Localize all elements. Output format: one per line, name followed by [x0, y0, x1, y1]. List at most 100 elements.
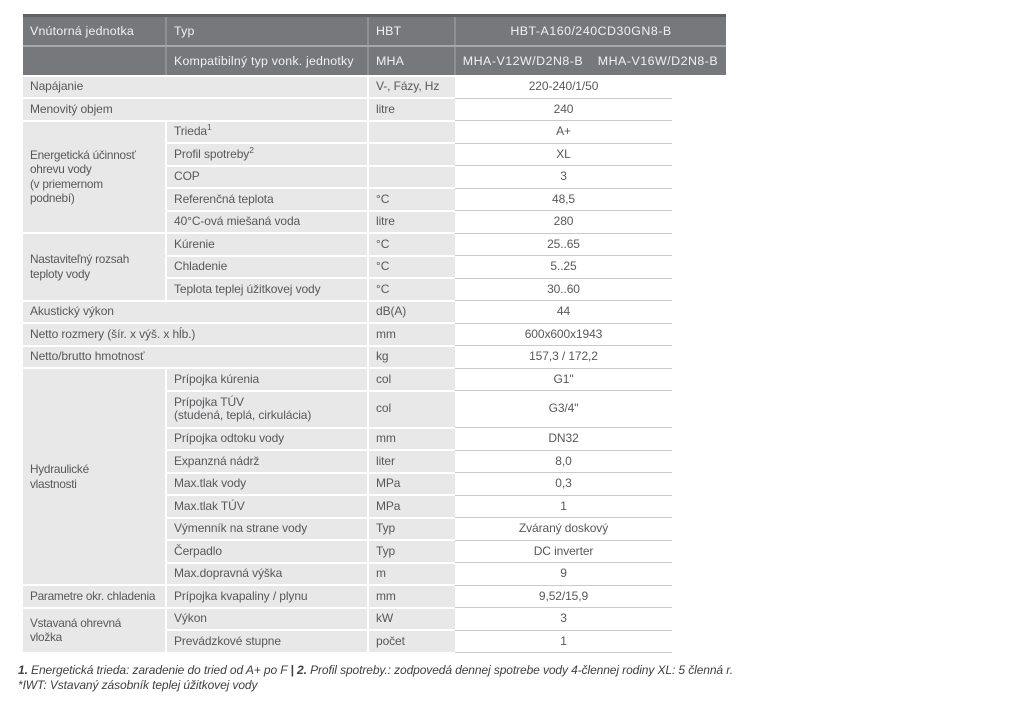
- header-outdoor-model-v16: MHA-V16W/D2N8-B: [590, 45, 726, 77]
- label-cell: Akustický výkon: [23, 300, 368, 324]
- value-cell: G1": [455, 368, 672, 391]
- table-row: Napájanie V-, Fázy, Hz 220-240/1/50: [23, 75, 726, 99]
- unit-cell: [367, 165, 455, 189]
- label-cell: Teplota teplej úžitkovej vody: [165, 278, 368, 302]
- footnote-1: 1. Energetická trieda: zaradenie do trie…: [18, 663, 998, 678]
- value-cell: 157,3 / 172,2: [455, 345, 672, 369]
- table-row: Referenčná teplota °C 48,5: [23, 188, 726, 212]
- value-cell: 9: [455, 562, 672, 586]
- unit-cell: col: [367, 368, 455, 392]
- unit-cell: mm: [367, 323, 455, 347]
- unit-cell: počet: [367, 630, 455, 654]
- label-cell: Čerpadlo: [165, 540, 368, 564]
- unit-cell: °C: [367, 278, 455, 302]
- label-cell: Trieda1: [165, 120, 368, 144]
- table-row: Nastaviteľný rozsah teploty vody Kúrenie °C…: [23, 233, 726, 302]
- value-cell: 8,0: [455, 450, 672, 473]
- label-cell: Expanzná nádrž: [165, 450, 368, 474]
- spacer-cell: [672, 428, 726, 451]
- footnote-1-num: 1.: [18, 663, 28, 677]
- group-cell: Nastaviteľný rozsah teploty vody: [23, 233, 166, 302]
- value-cell: 5..25: [455, 255, 672, 279]
- value-cell: 600x600x1943: [455, 323, 672, 346]
- table-row: Max.tlak TÚV MPa 1: [23, 495, 726, 519]
- label-cell: Netto rozmery (šír. x výš. x hĺb.): [23, 323, 368, 347]
- table-row: 40°C-ová miešaná voda litre 280: [23, 210, 726, 234]
- header-compat-label: Kompatibilný typ vonk. jednotky: [165, 45, 368, 77]
- label-cell: 40°C-ová miešaná voda: [165, 210, 368, 234]
- header-empty-cell: [23, 45, 166, 77]
- value-cell: DN32: [455, 427, 672, 451]
- label-cell: Max.tlak TÚV: [165, 495, 368, 519]
- spacer-cell: [672, 188, 726, 211]
- spacer-cell: [672, 391, 726, 428]
- header-hbt-prefix: HBT: [367, 14, 455, 47]
- label-cell: Kúrenie: [165, 233, 368, 257]
- value-cell: 280: [455, 210, 672, 234]
- header-type-label: Typ: [165, 14, 368, 47]
- table-row: Expanzná nádrž liter 8,0: [23, 450, 726, 474]
- spacer-cell: [672, 256, 726, 279]
- unit-cell: liter: [367, 450, 455, 474]
- footnote-separator: |: [290, 663, 294, 677]
- table-row: Prípojka TÚV (studená, teplá, cirkulácia)…: [23, 390, 726, 429]
- spec-table: Vnútorná jednotka Typ HBT HBT-A160/240CD…: [23, 14, 726, 654]
- unit-cell: litre: [367, 98, 455, 122]
- unit-cell: m: [367, 562, 455, 586]
- value-cell: 1: [455, 495, 672, 518]
- unit-cell: dB(A): [367, 300, 455, 324]
- unit-cell: °C: [367, 233, 455, 257]
- footnote-1-text: Energetická trieda: zaradenie do tried o…: [31, 663, 288, 677]
- header-indoor-unit-label: Vnútorná jednotka: [23, 14, 166, 47]
- label-cell: COP: [165, 165, 368, 189]
- label-cell: Prípojka kúrenia: [165, 368, 368, 392]
- value-cell: 48,5: [455, 188, 672, 211]
- table-row: Netto rozmery (šír. x výš. x hĺb.) mm 600x…: [23, 323, 726, 347]
- table-row: Max.tlak vody MPa 0,3: [23, 472, 726, 496]
- spacer-cell: [672, 323, 726, 346]
- spacer-cell: [672, 495, 726, 518]
- group-cell: Vstavaná ohrevná vložka: [23, 607, 166, 654]
- value-cell: 240: [455, 98, 672, 121]
- table-row: Menovitý objem litre 240: [23, 98, 726, 122]
- unit-cell: V-, Fázy, Hz: [367, 75, 455, 99]
- unit-cell: [367, 120, 455, 144]
- value-cell: 25..65: [455, 233, 672, 256]
- spacer-cell: [672, 608, 726, 631]
- spacer-cell: [672, 346, 726, 369]
- table-row: Prevádzkové stupne počet 1: [23, 630, 726, 654]
- header-indoor-model: HBT-A160/240CD30GN8-B: [454, 14, 726, 47]
- value-cell: 1: [455, 630, 672, 653]
- spacer-cell: [672, 585, 726, 608]
- table-row: Profil spotreby2 XL: [23, 143, 726, 167]
- unit-cell: [367, 143, 455, 167]
- header-row-outdoor-unit: Kompatibilný typ vonk. jednotky MHA MHA-…: [23, 45, 726, 77]
- value-cell: Zváraný doskový: [455, 517, 672, 541]
- unit-cell: °C: [367, 255, 455, 279]
- table-row: Prípojka odtoku vody mm DN32: [23, 427, 726, 451]
- table-row: Netto/brutto hmotnosť kg 157,3 / 172,2: [23, 345, 726, 369]
- value-cell: 30..60: [455, 278, 672, 301]
- table-row: Výmenník na strane vody Typ Zváraný doskov…: [23, 517, 726, 541]
- table-row: COP 3: [23, 165, 726, 189]
- unit-cell: mm: [367, 585, 455, 609]
- spacer-cell: [672, 540, 726, 563]
- spacer-cell: [672, 211, 726, 234]
- table-row: Chladenie °C 5..25: [23, 255, 726, 279]
- unit-cell: MPa: [367, 495, 455, 519]
- footnote-iwt: *IWT: Vstavaný zásobník teplej úžitkovej…: [18, 678, 258, 692]
- value-cell: A+: [455, 120, 672, 144]
- spacer-cell: [672, 76, 726, 99]
- unit-cell: °C: [367, 188, 455, 212]
- unit-cell: mm: [367, 427, 455, 451]
- label-cell: Napájanie: [23, 75, 368, 99]
- value-cell: XL: [455, 143, 672, 166]
- unit-cell: Typ: [367, 517, 455, 541]
- label-cell: Výkon: [165, 607, 368, 631]
- spacer-cell: [672, 563, 726, 586]
- label-cell: Profil spotreby2: [165, 143, 368, 167]
- table-row: Vstavaná ohrevná vložka Výkon kW 3: [23, 607, 726, 654]
- spacer-cell: [672, 233, 726, 256]
- unit-cell: col: [367, 390, 455, 429]
- spacer-cell: [672, 450, 726, 473]
